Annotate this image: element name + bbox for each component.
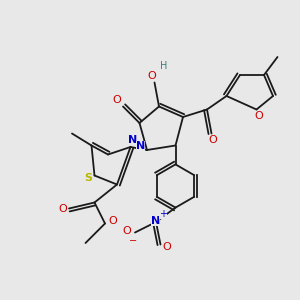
Text: O: O xyxy=(254,110,263,121)
Text: O: O xyxy=(58,203,67,214)
Text: O: O xyxy=(122,226,131,236)
Text: O: O xyxy=(148,71,157,81)
Text: +: + xyxy=(159,208,167,219)
Text: −: − xyxy=(129,236,138,246)
Text: O: O xyxy=(108,216,117,226)
Text: H: H xyxy=(160,61,167,71)
Text: N: N xyxy=(136,141,145,152)
Text: O: O xyxy=(163,242,172,253)
Text: O: O xyxy=(112,95,121,105)
Text: N: N xyxy=(151,215,160,226)
Text: N: N xyxy=(128,135,137,146)
Text: S: S xyxy=(84,173,92,183)
Text: O: O xyxy=(208,135,217,145)
